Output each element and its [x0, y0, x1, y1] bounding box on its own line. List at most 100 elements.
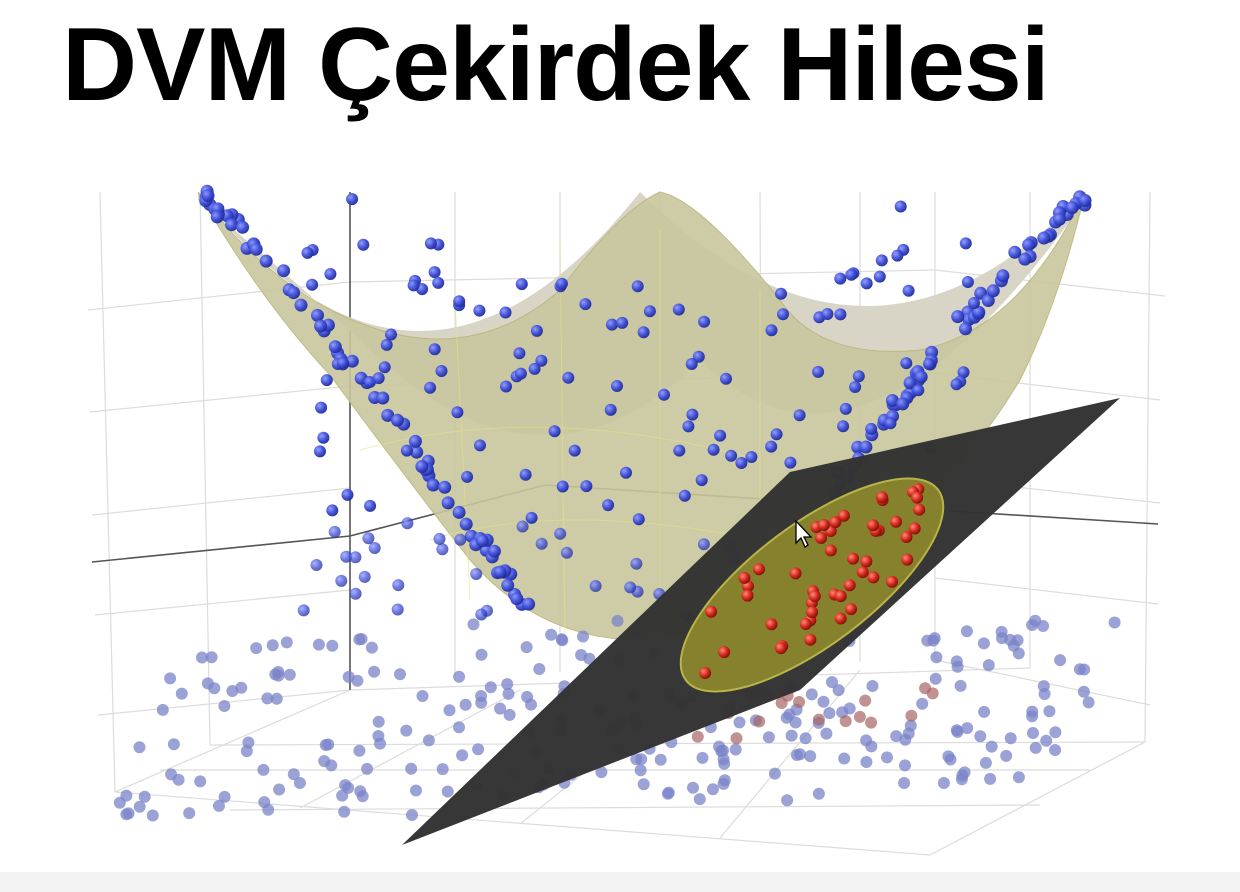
surface-point — [314, 445, 326, 458]
surface-point — [902, 284, 915, 297]
floor-point — [693, 793, 706, 806]
surface-point — [632, 513, 645, 526]
floor-point — [977, 637, 990, 650]
floor-point — [342, 670, 355, 683]
surface-point — [865, 422, 878, 435]
floor-point — [1054, 654, 1067, 667]
floor-point — [353, 633, 366, 646]
inner-class-points — [699, 483, 926, 679]
floor-point — [400, 724, 413, 737]
floor-point-inner — [753, 715, 766, 728]
floor-point — [930, 651, 943, 664]
surface-point — [631, 280, 644, 293]
surface-point — [562, 371, 575, 384]
inner-class-point — [867, 519, 879, 532]
floor-point — [899, 733, 912, 746]
surface-point — [839, 402, 852, 415]
floor-point — [921, 634, 934, 647]
surface-point — [624, 581, 637, 594]
surface-point — [1022, 238, 1036, 252]
surface-point — [678, 489, 691, 502]
surface-point — [426, 478, 440, 492]
surface-point — [201, 189, 215, 203]
inner-class-point — [808, 590, 821, 603]
floor-point — [156, 703, 169, 716]
surface-point — [493, 565, 507, 579]
floor-point — [1082, 696, 1095, 709]
surface-point — [535, 537, 548, 550]
floor-point — [860, 756, 873, 768]
inner-class-point — [824, 544, 837, 557]
surface-point — [320, 374, 333, 387]
floor-point — [630, 753, 643, 766]
surface-point — [695, 474, 708, 487]
floor-point — [866, 680, 879, 692]
floor-point — [961, 722, 974, 735]
floor-point — [817, 695, 830, 708]
floor-point — [881, 751, 893, 764]
floor-point — [634, 764, 647, 777]
surface-point — [914, 370, 928, 384]
surface-point — [475, 534, 489, 548]
surface-point — [474, 439, 486, 452]
floor-point — [453, 670, 466, 683]
inner-class-point — [900, 531, 913, 543]
surface-point — [894, 200, 907, 213]
surface-point — [775, 287, 787, 300]
floor-point — [475, 690, 488, 702]
floor-point — [794, 748, 806, 761]
surface-grid — [359, 230, 761, 641]
inner-class-point — [718, 646, 731, 659]
surface-point — [454, 533, 467, 546]
surface-point — [968, 297, 980, 309]
surface-point — [658, 388, 670, 401]
surface-point — [568, 444, 581, 457]
surface-point — [1053, 212, 1066, 226]
floor-point — [979, 756, 992, 769]
floor-point — [555, 633, 568, 646]
surface-point — [873, 270, 886, 283]
floor-point — [860, 734, 873, 747]
surface-point — [424, 237, 437, 250]
floor-point — [138, 790, 151, 803]
surface-point — [510, 592, 524, 606]
floor-point — [1026, 619, 1039, 631]
surface-point — [630, 557, 643, 570]
floor-point — [611, 614, 624, 627]
surface-point — [400, 444, 413, 457]
floor-point — [235, 681, 248, 694]
floor-point — [338, 805, 351, 818]
surface-point — [451, 406, 464, 419]
paraboloid-front-surface — [197, 191, 1086, 641]
inner-class-point — [901, 553, 914, 566]
floor-point — [472, 743, 485, 756]
floor-point-inner — [775, 697, 788, 709]
surface-point — [473, 304, 486, 317]
surface-point — [336, 356, 349, 369]
floor-point — [183, 807, 196, 820]
inner-class-point — [753, 563, 765, 576]
surface-point — [891, 249, 904, 262]
floor-point — [372, 715, 385, 728]
floor-point — [280, 636, 293, 649]
inner-class-point — [804, 633, 817, 646]
floor-point — [942, 750, 955, 763]
surface-point — [424, 381, 437, 394]
floor-point — [1077, 685, 1090, 698]
surface-point — [438, 480, 452, 494]
surface-point — [923, 358, 935, 370]
floor-point — [898, 777, 911, 789]
surface-point — [765, 324, 778, 337]
surface-point — [311, 308, 324, 322]
floor-point — [120, 789, 133, 802]
inner-class-point — [834, 590, 847, 603]
floor-point — [503, 708, 516, 721]
floor-point — [577, 630, 589, 643]
surface-point — [961, 276, 974, 288]
floor-point — [1029, 741, 1042, 754]
floor-point — [1026, 710, 1039, 723]
surface-point — [372, 372, 385, 385]
floor-point — [436, 763, 449, 776]
floor-point — [717, 753, 730, 766]
